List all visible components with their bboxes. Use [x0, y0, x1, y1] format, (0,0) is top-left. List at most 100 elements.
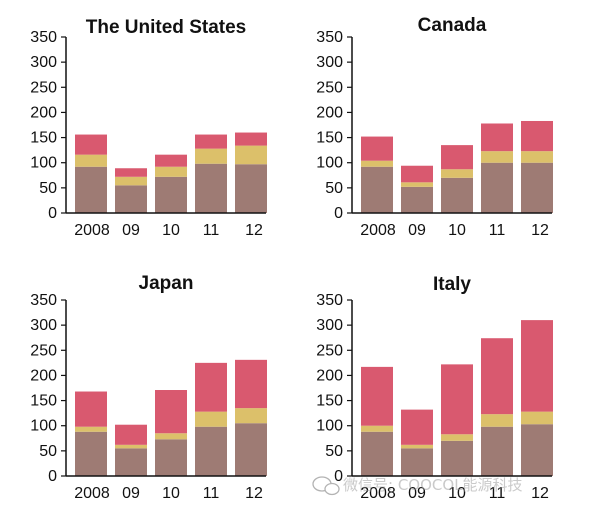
y-tick-label: 50	[39, 180, 57, 197]
chart-title: Japan	[139, 273, 194, 294]
bar-top-segment	[481, 338, 513, 415]
bar-top-segment	[521, 120, 553, 152]
chart-panel-1: Canada 2008 09 10 11 12 0 50 100 150 200 250 300 350	[316, 15, 553, 239]
bar-top-segment	[155, 390, 187, 434]
x-tick-label: 11	[489, 222, 506, 239]
bar-base-segment	[441, 440, 473, 476]
chart-panel-2: Japan 2008 09 10 11 12 0 50 100 150 200 250 300 350	[30, 273, 267, 502]
watermark: 微信号: COOCOL能源科技	[312, 476, 523, 496]
chart-title: The United States	[86, 17, 246, 38]
y-tick-label: 200	[30, 367, 57, 384]
bar-middle-segment	[441, 434, 473, 441]
chart-title: Canada	[418, 15, 487, 36]
y-tick-label: 50	[325, 443, 343, 460]
watermark-text: 微信号: COOCOL能源科技	[343, 476, 523, 494]
bar-base-segment	[115, 448, 147, 476]
y-tick-label: 250	[316, 342, 343, 359]
y-tick-label: 150	[316, 130, 343, 147]
bar-base-segment	[235, 423, 267, 476]
bar-top-segment	[521, 320, 553, 412]
y-tick-label: 150	[30, 130, 57, 147]
bar-base-segment	[481, 426, 513, 476]
bar-top-segment	[195, 134, 227, 149]
y-tick-label: 150	[30, 393, 57, 410]
y-tick-label: 0	[48, 205, 57, 222]
x-tick-label: 10	[162, 222, 180, 239]
y-tick-label: 100	[30, 418, 57, 435]
bar-middle-segment	[155, 433, 187, 440]
y-tick-label: 50	[39, 443, 57, 460]
x-tick-label: 12	[245, 485, 263, 502]
bar-base-segment	[195, 426, 227, 476]
bar-base-segment	[441, 177, 473, 213]
x-tick-label: 12	[245, 222, 263, 239]
bar-top-segment	[441, 364, 473, 435]
bar-top-segment	[235, 132, 267, 146]
bar-top-segment	[401, 409, 433, 445]
x-tick-label: 10	[448, 485, 466, 502]
x-tick-label: 2008	[360, 485, 396, 502]
y-tick-label: 300	[316, 317, 343, 334]
y-tick-label: 250	[316, 79, 343, 96]
x-tick-label: 10	[448, 222, 466, 239]
x-tick-label: 11	[489, 485, 506, 502]
y-tick-label: 100	[316, 418, 343, 435]
bar-middle-segment	[481, 151, 513, 163]
bar-top-segment	[481, 123, 513, 152]
y-tick-label: 250	[30, 342, 57, 359]
bar-top-segment	[361, 136, 393, 161]
y-tick-label: 300	[316, 54, 343, 71]
bar-base-segment	[401, 448, 433, 476]
x-tick-label: 09	[408, 485, 426, 502]
y-tick-label: 100	[316, 155, 343, 172]
y-tick-label: 200	[30, 104, 57, 121]
bar-middle-segment	[521, 411, 553, 425]
bar-top-segment	[75, 134, 107, 155]
bar-middle-segment	[235, 408, 267, 424]
bar-middle-segment	[155, 166, 187, 177]
bar-middle-segment	[115, 444, 147, 449]
x-tick-label: 2008	[74, 485, 110, 502]
y-tick-label: 350	[30, 292, 57, 309]
y-tick-label: 350	[316, 292, 343, 309]
bar-middle-segment	[481, 414, 513, 427]
bar-middle-segment	[235, 145, 267, 165]
y-tick-label: 300	[30, 54, 57, 71]
x-tick-label: 12	[531, 222, 549, 239]
x-tick-label: 09	[408, 222, 426, 239]
bar-top-segment	[441, 145, 473, 170]
bar-base-segment	[235, 164, 267, 213]
bar-top-segment	[401, 165, 433, 183]
bar-base-segment	[401, 186, 433, 213]
bar-base-segment	[115, 185, 147, 213]
x-tick-label: 11	[203, 485, 220, 502]
x-tick-label: 2008	[74, 222, 110, 239]
y-tick-label: 150	[316, 393, 343, 410]
y-tick-label: 200	[316, 367, 343, 384]
y-tick-label: 50	[325, 180, 343, 197]
bar-middle-segment	[401, 182, 433, 187]
bar-middle-segment	[195, 411, 227, 427]
bar-top-segment	[155, 154, 187, 167]
y-tick-label: 350	[316, 29, 343, 46]
y-tick-label: 0	[334, 205, 343, 222]
y-tick-label: 350	[30, 29, 57, 46]
chart-panel-3: Italy 2008 09 10 11 12 0 50 100 150 200 250 300 350	[316, 274, 553, 502]
bar-middle-segment	[75, 426, 107, 432]
bar-middle-segment	[361, 160, 393, 167]
bar-middle-segment	[361, 425, 393, 432]
chart-panel-0: The United States 2008 09 10 11 12 0 50 100 150 20…	[30, 17, 267, 239]
x-tick-label: 09	[122, 222, 140, 239]
bar-base-segment	[521, 162, 553, 213]
bar-top-segment	[75, 391, 107, 427]
x-tick-label: 2008	[360, 222, 396, 239]
bar-top-segment	[235, 359, 267, 409]
x-tick-label: 10	[162, 485, 180, 502]
x-tick-label: 11	[203, 222, 220, 239]
y-tick-label: 0	[48, 468, 57, 485]
bar-middle-segment	[75, 154, 107, 167]
bar-base-segment	[361, 166, 393, 213]
bar-base-segment	[75, 431, 107, 476]
